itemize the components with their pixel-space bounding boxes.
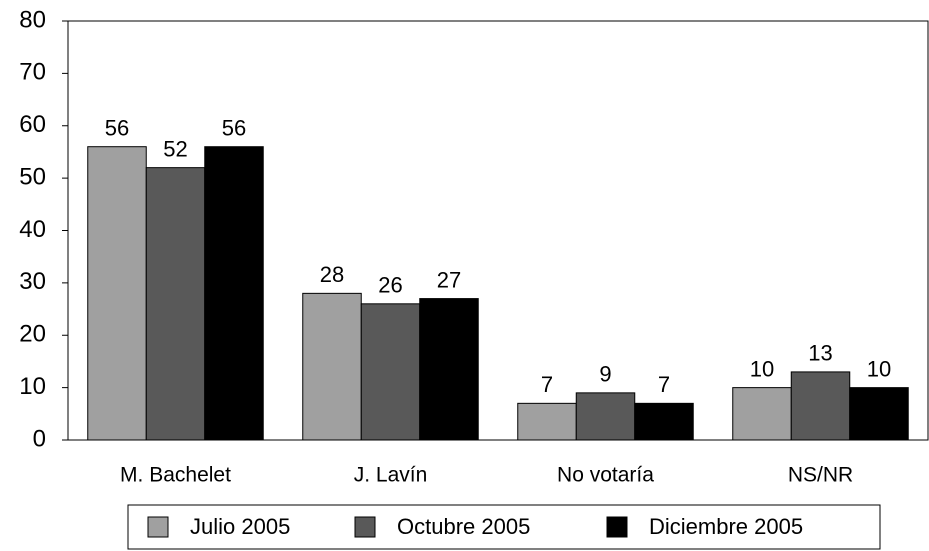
value-label: 7: [541, 372, 553, 397]
x-tick-label: J. Lavín: [354, 464, 428, 487]
legend-swatch: [354, 516, 376, 538]
bar: [849, 387, 909, 441]
value-label: 9: [599, 362, 611, 387]
value-label: 56: [105, 116, 129, 141]
y-tick-label: 60: [19, 111, 46, 138]
bar: [302, 292, 362, 441]
y-tick-label: 50: [19, 163, 46, 190]
x-tick-label: M. Bachelet: [120, 464, 231, 487]
bar: [87, 146, 147, 441]
x-tick-label: No votaría: [557, 464, 654, 487]
legend-label: Diciembre 2005: [649, 514, 803, 539]
y-tick-label: 80: [19, 6, 46, 33]
bar: [790, 371, 851, 441]
y-tick-label: 70: [19, 59, 46, 86]
legend-label: Julio 2005: [190, 514, 290, 539]
legend-box: [127, 504, 881, 550]
bar: [575, 392, 636, 441]
bar: [517, 402, 577, 441]
value-label: 10: [750, 356, 774, 381]
value-label: 52: [163, 136, 187, 161]
legend-swatch: [606, 516, 628, 538]
x-tick-label: NS/NR: [788, 464, 853, 487]
bar: [419, 298, 479, 441]
value-label: 27: [437, 267, 461, 292]
bar: [732, 387, 792, 441]
y-tick-label: 0: [33, 425, 46, 452]
value-label: 13: [808, 341, 832, 366]
value-label: 26: [378, 273, 402, 298]
value-label: 56: [222, 116, 246, 141]
y-tick-label: 20: [19, 321, 46, 348]
value-label: 10: [867, 356, 891, 381]
bar: [145, 167, 206, 441]
legend-swatch: [147, 516, 169, 538]
bar: [204, 146, 264, 441]
bar: [360, 303, 421, 441]
legend-label: Octubre 2005: [397, 514, 530, 539]
y-tick-label: 40: [19, 216, 46, 243]
bar: [634, 402, 694, 441]
y-tick-label: 30: [19, 268, 46, 295]
value-label: 28: [320, 262, 344, 287]
value-label: 7: [658, 372, 670, 397]
y-tick-label: 10: [19, 373, 46, 400]
